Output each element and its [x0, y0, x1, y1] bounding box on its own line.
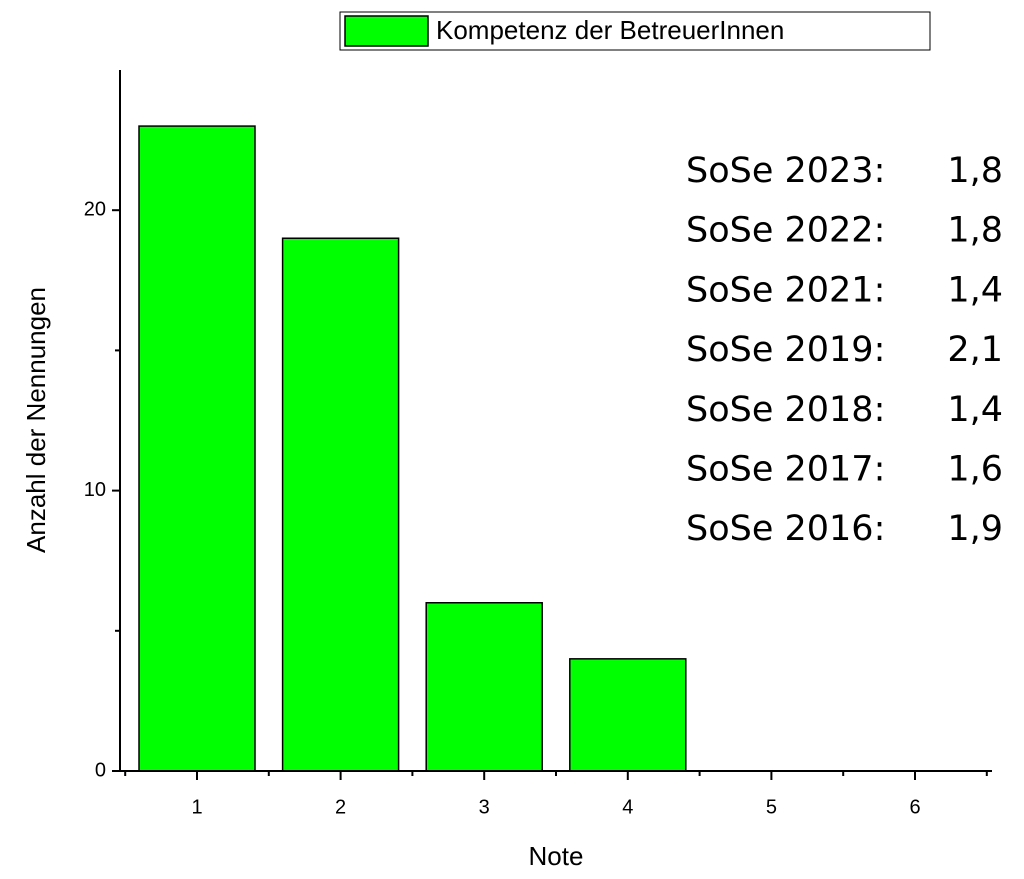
- legend-swatch: [344, 15, 429, 47]
- bar: [425, 602, 543, 772]
- x-tick-label: 1: [191, 796, 202, 818]
- x-tick-label: 4: [622, 796, 633, 818]
- annotation-value: 1,8: [947, 151, 1003, 191]
- x-tick-label: 2: [335, 796, 346, 818]
- annotation-value: 2,1: [947, 330, 1003, 370]
- bar: [138, 125, 256, 772]
- x-tick-label: 6: [909, 796, 920, 818]
- y-tick-label: 10: [84, 479, 106, 501]
- annotation-label: SoSe 2018:: [686, 390, 885, 430]
- annotation-value: 1,8: [947, 211, 1003, 251]
- annotation-label: SoSe 2019:: [686, 330, 885, 370]
- y-tick-label: 0: [95, 759, 106, 781]
- x-tick-label: 5: [766, 796, 777, 818]
- annotation-label: SoSe 2016:: [686, 509, 885, 549]
- annotation-label: SoSe 2017:: [686, 450, 885, 490]
- x-tick-label: 3: [479, 796, 490, 818]
- bar: [281, 237, 400, 772]
- annotation-value: 1,9: [947, 509, 1003, 549]
- x-axis-label: Note: [529, 841, 584, 871]
- annotation-value: 1,6: [947, 450, 1003, 490]
- bar: [569, 658, 687, 772]
- annotation-value: 1,4: [947, 270, 1003, 310]
- annotation-label: SoSe 2022:: [686, 211, 885, 251]
- annotation-value: 1,4: [947, 390, 1003, 430]
- annotation-label: SoSe 2023:: [686, 151, 885, 191]
- annotation-label: SoSe 2021:: [686, 270, 885, 310]
- y-tick-label: 20: [84, 198, 106, 220]
- y-axis-label: Anzahl der Nennungen: [21, 287, 51, 553]
- legend-box: [339, 11, 931, 51]
- legend-label: Kompetenz der BetreuerInnen: [436, 15, 784, 45]
